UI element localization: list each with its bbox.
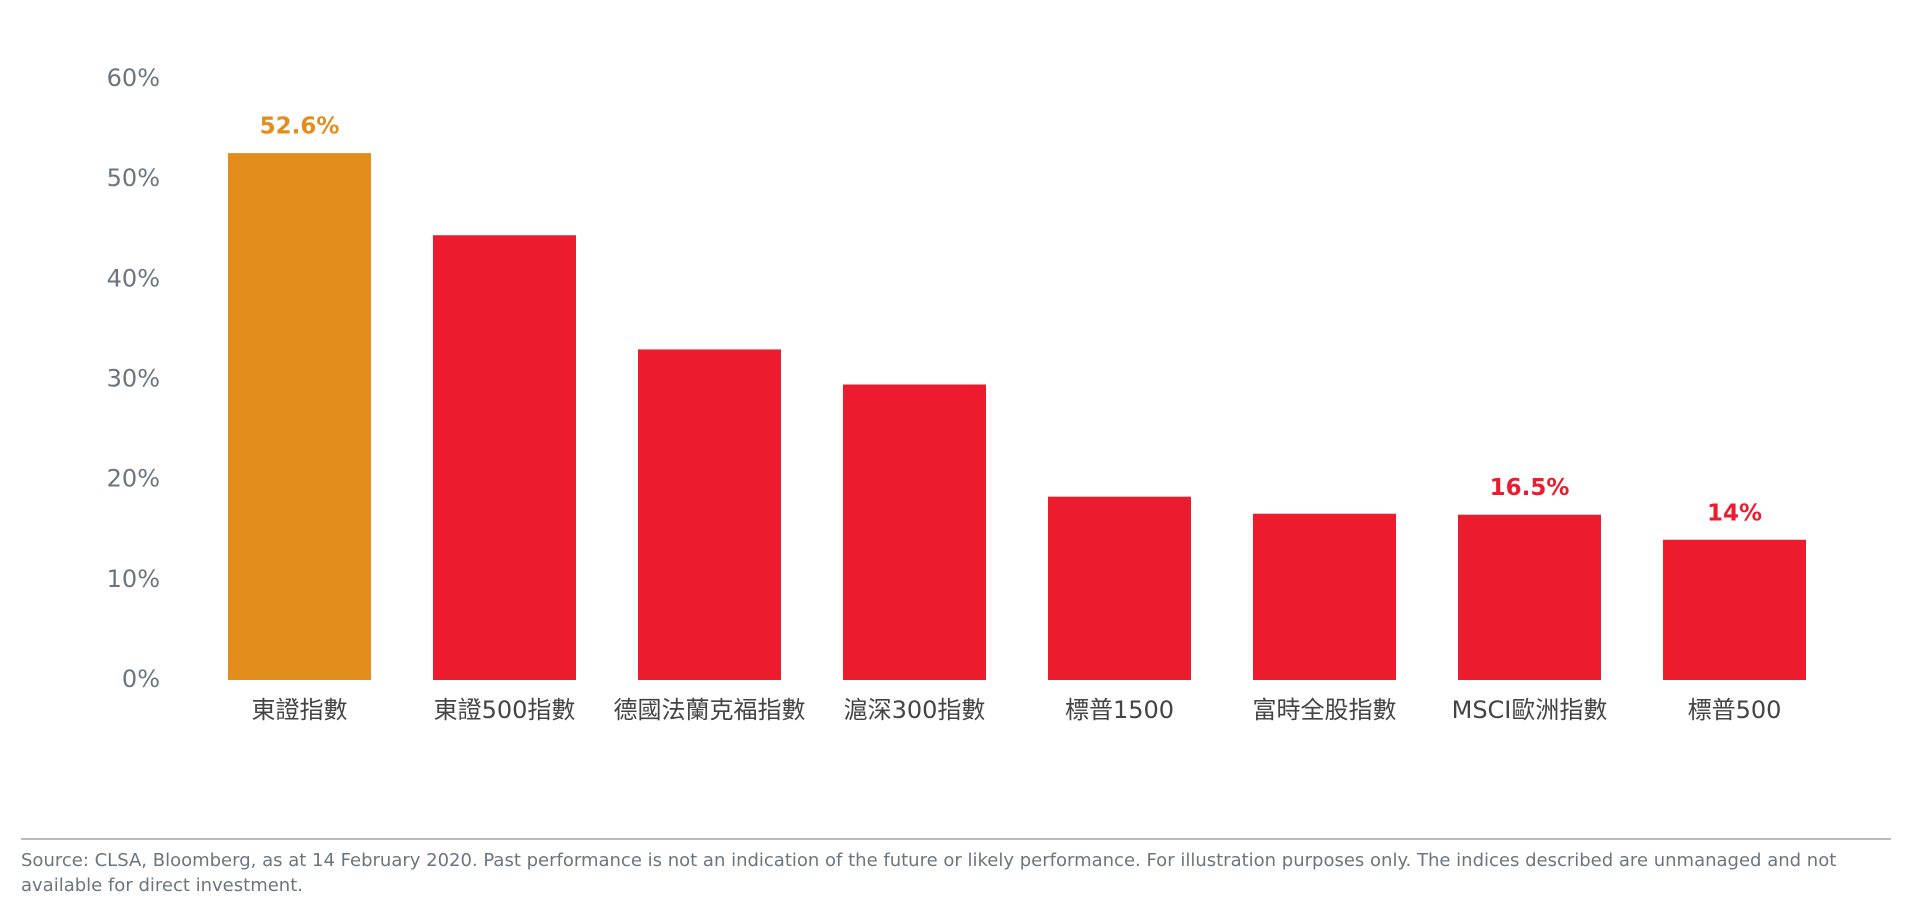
y-tick-label: 0% [122, 665, 160, 693]
y-tick-label: 30% [107, 365, 160, 393]
value-label: 52.6% [260, 114, 340, 140]
value-label: 14% [1707, 500, 1762, 526]
source-note: Source: CLSA, Bloomberg, as at 14 Februa… [21, 850, 1837, 896]
y-tick-label: 20% [107, 465, 160, 493]
bar [843, 384, 986, 680]
bar [228, 153, 371, 680]
x-tick-label: 標普500 [1688, 696, 1782, 724]
value-label: 16.5% [1490, 475, 1570, 501]
bar [1253, 513, 1396, 680]
x-tick-label: 東證500指數 [434, 696, 576, 724]
y-tick-label: 10% [107, 565, 160, 593]
x-tick-label: 滬深300指數 [844, 696, 986, 724]
y-tick-label: 60% [107, 64, 160, 92]
bar [638, 349, 781, 680]
divider [21, 838, 1891, 840]
bar [433, 235, 576, 680]
y-tick-label: 50% [107, 164, 160, 192]
x-tick-label: MSCI歐洲指數 [1452, 696, 1608, 724]
x-tick-label: 標普1500 [1065, 696, 1174, 724]
bar [1048, 496, 1191, 680]
x-tick-label: 富時全股指數 [1253, 696, 1397, 724]
y-tick-label: 40% [107, 264, 160, 292]
bar [1663, 539, 1806, 680]
bar [1458, 514, 1601, 680]
chart: 0% 10% 20% 30% 40% 50% 60% 東證指數 52.6% 東證500指數 德國法蘭… [107, 64, 1806, 724]
x-tick-label: 東證指數 [252, 696, 348, 724]
x-tick-label: 德國法蘭克福指數 [614, 696, 806, 724]
